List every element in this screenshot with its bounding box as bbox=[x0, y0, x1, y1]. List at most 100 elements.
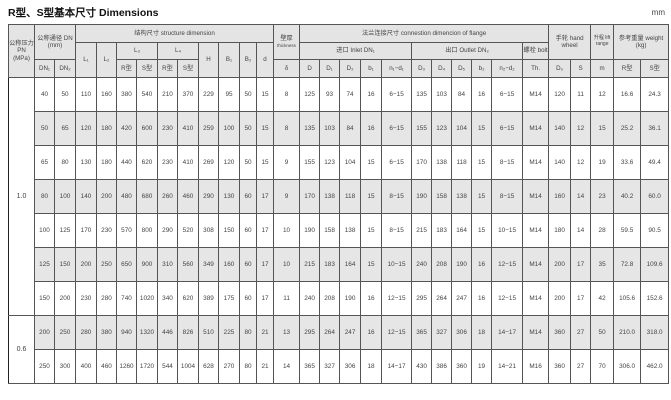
table-cell: 9 bbox=[273, 179, 301, 214]
header-B2: B₂ bbox=[239, 42, 257, 78]
table-cell: 60 bbox=[239, 281, 257, 316]
table-cell: 15 bbox=[360, 145, 383, 180]
table-row: 0.6 200 250 280 380 940 1320 446 826 510 225 80 21 13… bbox=[8, 315, 670, 384]
table-cell: 74 bbox=[339, 77, 362, 112]
table-cell: 8−15 bbox=[381, 213, 413, 248]
table-cell: 8 bbox=[273, 111, 301, 146]
table-cell: 240 bbox=[299, 281, 321, 316]
table-cell: 280 bbox=[75, 315, 97, 350]
header-B1: B₁ bbox=[218, 42, 240, 78]
table-cell: 27 bbox=[570, 315, 592, 350]
table-cell: 190 bbox=[451, 247, 473, 282]
table-cell: 104 bbox=[339, 145, 362, 180]
table-cell: 308 bbox=[198, 213, 219, 248]
table-cell: M14 bbox=[522, 145, 550, 180]
table-cell: 14 bbox=[570, 213, 592, 248]
table-cell: 462.0 bbox=[640, 349, 670, 384]
table-cell: 125 bbox=[54, 213, 76, 248]
table-row: 250 300 400 460 1260 1720 544 1004 628 270 80 21 14 3… bbox=[9, 349, 670, 384]
table-cell: 9 bbox=[273, 145, 301, 180]
table-cell: 14−17 bbox=[381, 349, 413, 384]
table-cell: 12−15 bbox=[491, 281, 524, 316]
table-cell: M14 bbox=[522, 111, 550, 146]
table-cell: 50 bbox=[239, 145, 257, 180]
table-cell: 16 bbox=[471, 281, 493, 316]
table-cell: 160 bbox=[96, 77, 117, 112]
header-L4: L₄ bbox=[157, 42, 199, 60]
header-col: D₅ bbox=[451, 59, 473, 78]
table-cell: M14 bbox=[522, 247, 550, 282]
header-col: R型 bbox=[613, 59, 642, 78]
table-cell: 215 bbox=[411, 213, 433, 248]
table-cell: 1004 bbox=[177, 349, 199, 384]
table-cell: 40.2 bbox=[613, 179, 642, 214]
table-cell: 180 bbox=[96, 111, 117, 146]
table-cell: 200 bbox=[34, 315, 55, 350]
table-cell: 360 bbox=[548, 349, 572, 384]
table-cell: 158 bbox=[319, 213, 341, 248]
table-cell: 6−15 bbox=[381, 111, 413, 146]
table-cell: 306 bbox=[339, 349, 362, 384]
table-cell: 560 bbox=[177, 247, 199, 282]
header-L2: L₂ bbox=[96, 42, 117, 78]
table-cell: 12 bbox=[590, 77, 615, 112]
table-cell: 16 bbox=[360, 281, 383, 316]
table-cell: 80 bbox=[54, 145, 76, 180]
table-cell: 430 bbox=[411, 349, 433, 384]
table-cell: 410 bbox=[177, 111, 199, 146]
table-cell: 190 bbox=[339, 281, 362, 316]
table-cell: 520 bbox=[177, 213, 199, 248]
table-cell: 200 bbox=[75, 247, 97, 282]
table-cell: 95 bbox=[218, 77, 240, 112]
table-cell: 310 bbox=[157, 247, 178, 282]
table-cell: 27 bbox=[570, 349, 592, 384]
header-handwheel: 手轮 hand wheel bbox=[548, 24, 592, 60]
table-cell: 100 bbox=[218, 111, 240, 146]
table-cell: 14−21 bbox=[491, 349, 524, 384]
table-cell: 60 bbox=[239, 179, 257, 214]
table-cell: 6−15 bbox=[381, 145, 413, 180]
table-cell: 118 bbox=[451, 145, 473, 180]
table-cell: 327 bbox=[319, 349, 341, 384]
header-col: b₁ bbox=[360, 59, 383, 78]
table-cell: 389 bbox=[198, 281, 219, 316]
table-row: 80 100 140 200 480 680 260 460 290 130 60 17 9 170 138… bbox=[9, 179, 670, 214]
table-cell: 170 bbox=[411, 145, 433, 180]
table-cell: 60 bbox=[239, 213, 257, 248]
table-cell: 17 bbox=[255, 179, 275, 214]
table-cell: 120 bbox=[218, 145, 240, 180]
table-cell: 135 bbox=[299, 111, 321, 146]
table-cell: 544 bbox=[157, 349, 178, 384]
table-cell: 110 bbox=[75, 77, 97, 112]
table-cell: 17 bbox=[570, 281, 592, 316]
table-cell: 42 bbox=[590, 281, 615, 316]
table-cell: 155 bbox=[299, 145, 321, 180]
table-cell: 13 bbox=[273, 315, 301, 350]
table-cell: 12−15 bbox=[381, 315, 413, 350]
thickness-en: thickness bbox=[277, 43, 296, 48]
table-cell: 620 bbox=[177, 281, 199, 316]
table-cell: 208 bbox=[319, 281, 341, 316]
table-cell: 80 bbox=[239, 349, 257, 384]
table-cell: 290 bbox=[198, 179, 219, 214]
header-col: n₂−d₂ bbox=[491, 59, 524, 78]
table-cell: 12 bbox=[570, 145, 592, 180]
table-cell: 140 bbox=[75, 179, 97, 214]
table-cell: 50 bbox=[239, 111, 257, 146]
table-cell: 290 bbox=[157, 213, 178, 248]
table-cell: 125 bbox=[34, 247, 55, 282]
table-cell: 118 bbox=[339, 179, 362, 214]
table-cell: 15 bbox=[590, 111, 615, 146]
header-col: n₁−d₁ bbox=[381, 59, 413, 78]
table-cell: 14 bbox=[273, 349, 301, 384]
table-cell: 19 bbox=[590, 145, 615, 180]
header-L1: L₁ bbox=[75, 42, 97, 78]
table-cell: 138 bbox=[319, 179, 341, 214]
table-cell: 200 bbox=[54, 281, 76, 316]
table-cell: 152.6 bbox=[640, 281, 670, 316]
table-cell: 10 bbox=[273, 213, 301, 248]
table-cell: 420 bbox=[116, 111, 137, 146]
table-cell: 28 bbox=[590, 213, 615, 248]
table-row: 125 150 200 250 650 900 310 560 349 160 60 17 10 215 1… bbox=[9, 247, 670, 282]
table-cell: 650 bbox=[116, 247, 137, 282]
